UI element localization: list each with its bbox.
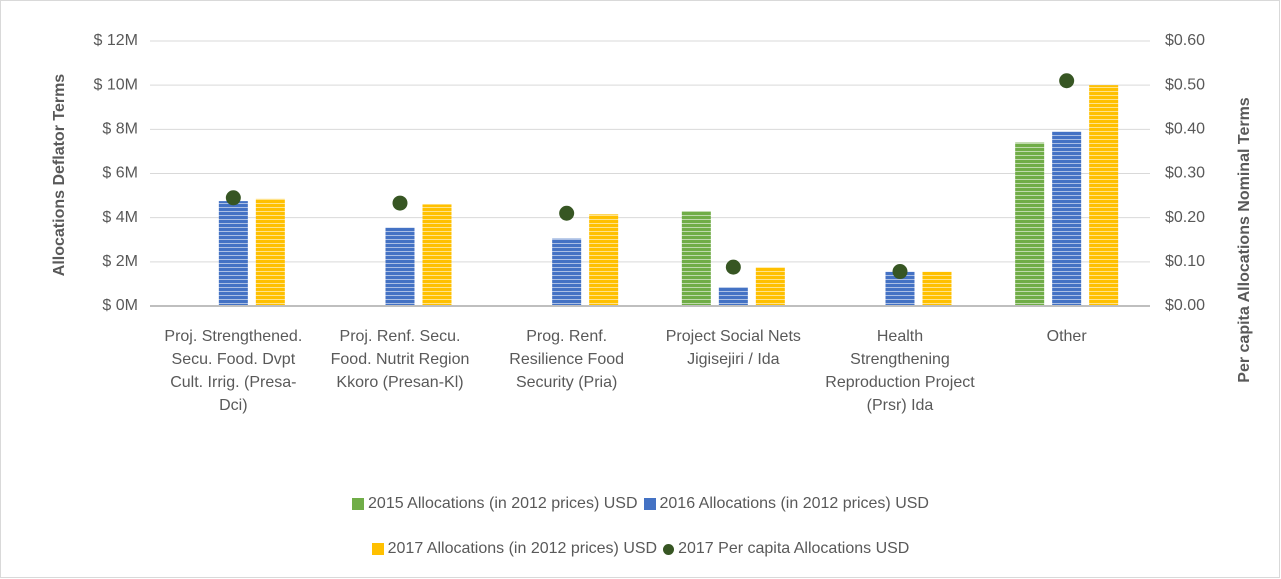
y2-tick-label: $0.40 <box>1165 121 1205 138</box>
legend-swatch <box>663 543 675 555</box>
bar <box>1015 142 1045 306</box>
bar <box>922 271 952 306</box>
legend-row: 2017 Allocations (in 2012 prices) USD 201… <box>0 540 1281 558</box>
bar <box>385 227 415 306</box>
legend-item: 2016 Allocations (in 2012 prices) USD <box>643 495 929 513</box>
y-axis-title: Allocations Deflator Terms <box>51 74 68 277</box>
dot <box>392 195 408 211</box>
y2-tick-label: $0.50 <box>1165 76 1205 93</box>
y-tick-label: $ 6M <box>102 165 138 182</box>
bar <box>718 287 748 306</box>
y2-axis-title: Per capita Allocations Nominal Terms <box>1236 97 1253 383</box>
y2-tick-label: $0.60 <box>1165 32 1205 49</box>
legend-row: 2015 Allocations (in 2012 prices) USD 201… <box>0 495 1281 513</box>
bar <box>218 201 248 306</box>
dot <box>225 190 241 206</box>
dot <box>892 264 908 280</box>
y-tick-label: $ 0M <box>102 297 138 314</box>
y-tick-label: $ 2M <box>102 253 138 270</box>
bar <box>589 214 619 306</box>
x-tick-label: Project Social Nets Jigisejiri / Ida <box>665 328 801 368</box>
legend-swatch <box>643 498 656 510</box>
bar <box>422 204 452 306</box>
legend-label: 2017 Allocations (in 2012 prices) USD <box>387 540 658 557</box>
y-tick-label: $ 10M <box>94 76 138 93</box>
y-tick-label: $ 4M <box>102 209 138 226</box>
y2-tick-label: $0.10 <box>1165 253 1205 270</box>
legend-item: 2017 Allocations (in 2012 prices) USD <box>371 540 658 558</box>
bar <box>1052 131 1082 306</box>
dot <box>725 259 741 275</box>
legend-label: 2016 Allocations (in 2012 prices) USD <box>659 495 929 512</box>
bar <box>1089 85 1119 307</box>
bar <box>681 211 711 306</box>
dot <box>1059 73 1075 89</box>
legend-item: 2015 Allocations (in 2012 prices) USD <box>352 495 638 513</box>
x-tick-label: Proj. Strengthened. Secu. Food. Dvpt Cul… <box>164 328 303 414</box>
legend-swatch <box>352 498 365 510</box>
y2-tick-label: $0.20 <box>1165 209 1205 226</box>
x-tick-label: Proj. Renf. Secu. Food. Nutrit Region Kk… <box>330 328 470 391</box>
legend-swatch <box>371 543 384 555</box>
y2-tick-label: $0.00 <box>1165 297 1205 314</box>
x-tick-label: Other <box>1046 328 1087 345</box>
y2-tick-label: $0.30 <box>1165 165 1205 182</box>
dot <box>559 205 575 221</box>
bar <box>255 198 285 306</box>
bar <box>552 238 582 306</box>
legend-label: 2015 Allocations (in 2012 prices) USD <box>368 495 638 512</box>
legend-item: 2017 Per capita Allocations USD <box>663 540 909 558</box>
legend-label: 2017 Per capita Allocations USD <box>678 540 910 557</box>
bar <box>755 267 785 306</box>
x-tick-label: Prog. Renf. Resilience Food Security (Pr… <box>509 328 625 391</box>
y-tick-label: $ 8M <box>102 121 138 138</box>
y-tick-label: $ 12M <box>94 32 138 49</box>
x-tick-label: Health Strengthening Reproduction Projec… <box>825 328 975 414</box>
